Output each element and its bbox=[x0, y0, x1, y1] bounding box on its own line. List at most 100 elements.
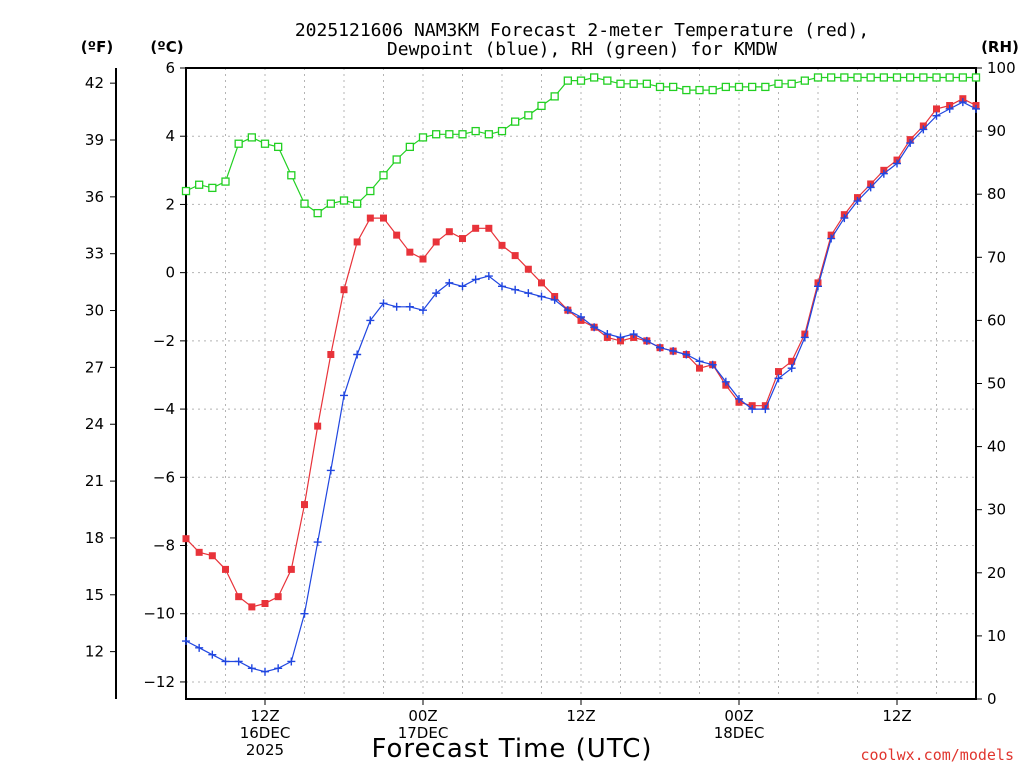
data-point bbox=[695, 357, 704, 366]
data-point bbox=[234, 657, 243, 666]
data-point bbox=[182, 637, 190, 646]
data-point bbox=[537, 101, 546, 111]
fahrenheit-tick-label: 24 bbox=[85, 415, 104, 433]
data-point bbox=[353, 199, 362, 208]
data-point bbox=[392, 155, 401, 164]
data-point bbox=[260, 139, 270, 148]
data-point bbox=[419, 255, 427, 263]
data-point bbox=[248, 603, 256, 611]
data-point bbox=[840, 73, 849, 82]
data-point bbox=[418, 133, 428, 142]
data-point bbox=[405, 302, 414, 311]
data-point bbox=[774, 374, 783, 383]
data-point bbox=[432, 238, 440, 246]
data-point bbox=[301, 501, 308, 509]
data-point bbox=[655, 82, 665, 92]
x-tick-label: 12Z bbox=[250, 707, 279, 725]
fahrenheit-tick-label: 12 bbox=[85, 643, 104, 661]
data-point bbox=[524, 289, 533, 298]
data-point bbox=[590, 323, 599, 332]
rh-tick-label: 20 bbox=[987, 564, 1006, 582]
data-point bbox=[971, 73, 981, 82]
data-point bbox=[616, 79, 625, 88]
fahrenheit-tick-label: 18 bbox=[85, 529, 104, 547]
data-point bbox=[853, 197, 862, 206]
rh-tick-label: 60 bbox=[987, 311, 1006, 329]
rh-tick-label: 30 bbox=[987, 501, 1006, 519]
data-point bbox=[814, 282, 822, 291]
data-point bbox=[577, 312, 585, 321]
data-point bbox=[616, 333, 625, 342]
data-point bbox=[208, 552, 216, 560]
fahrenheit-tick-label: 42 bbox=[85, 74, 104, 92]
x-tick-label: 12Z bbox=[566, 707, 595, 725]
x-tick-label: 17DEC bbox=[398, 724, 449, 742]
fahrenheit-tick-label: 30 bbox=[85, 302, 104, 320]
data-point bbox=[340, 286, 348, 294]
data-point bbox=[366, 316, 375, 325]
data-point bbox=[340, 391, 348, 400]
chart-title-line1: 2025121606 NAM3KM Forecast 2-meter Tempe… bbox=[295, 20, 869, 41]
data-point bbox=[511, 252, 519, 260]
series-square-open bbox=[181, 73, 981, 218]
data-point bbox=[274, 593, 282, 601]
data-point bbox=[932, 73, 941, 82]
data-point bbox=[537, 292, 546, 301]
x-tick-label: 12Z bbox=[882, 707, 911, 725]
data-point bbox=[511, 285, 520, 294]
x-tick-label: 16DEC bbox=[240, 724, 291, 742]
data-point bbox=[563, 76, 572, 85]
x-tick-label: 00Z bbox=[408, 707, 437, 725]
data-point bbox=[379, 171, 388, 180]
data-point bbox=[445, 278, 454, 287]
fahrenheit-tick-label: 33 bbox=[85, 245, 104, 263]
data-point bbox=[195, 548, 203, 556]
data-point bbox=[721, 377, 730, 386]
data-point bbox=[485, 224, 493, 232]
fahrenheit-unit-label: (ºF) bbox=[81, 38, 113, 56]
celsius-tick-label: −2 bbox=[153, 332, 175, 350]
data-point bbox=[497, 126, 507, 136]
rh-tick-label: 40 bbox=[987, 438, 1006, 456]
celsius-tick-label: −4 bbox=[153, 400, 175, 418]
data-point bbox=[708, 85, 717, 95]
celsius-tick-label: −12 bbox=[143, 673, 175, 691]
data-point bbox=[642, 79, 651, 88]
fahrenheit-tick-label: 39 bbox=[85, 131, 104, 149]
data-point bbox=[919, 125, 928, 134]
data-point bbox=[748, 82, 757, 92]
tick-labels: 42393633302724211815126420−2−4−6−8−10−12… bbox=[85, 59, 1016, 759]
data-point bbox=[432, 130, 441, 139]
data-point bbox=[327, 351, 335, 359]
series-line bbox=[185, 76, 976, 214]
data-point bbox=[484, 272, 493, 281]
data-point bbox=[472, 224, 480, 232]
data-point bbox=[182, 535, 190, 543]
celsius-tick-label: 6 bbox=[165, 59, 175, 77]
data-point bbox=[406, 248, 414, 256]
data-point bbox=[603, 76, 612, 85]
data-point bbox=[445, 130, 454, 139]
data-point bbox=[840, 214, 849, 223]
data-point bbox=[287, 171, 296, 180]
data-point bbox=[235, 593, 243, 601]
data-point bbox=[761, 82, 770, 92]
axes bbox=[110, 67, 982, 705]
data-point bbox=[274, 142, 283, 152]
series-layer bbox=[181, 73, 981, 676]
data-point bbox=[222, 565, 229, 573]
data-point bbox=[484, 130, 493, 139]
data-point bbox=[879, 73, 888, 82]
data-point bbox=[853, 73, 862, 82]
data-point bbox=[471, 126, 480, 136]
x-tick-label: 00Z bbox=[724, 707, 753, 725]
data-point bbox=[682, 350, 691, 359]
data-point bbox=[366, 214, 374, 222]
data-point bbox=[313, 208, 322, 218]
data-point bbox=[919, 73, 928, 82]
data-point bbox=[642, 336, 651, 345]
data-point bbox=[813, 73, 823, 82]
data-point bbox=[326, 199, 335, 208]
data-point bbox=[748, 405, 757, 414]
rh-tick-label: 90 bbox=[987, 122, 1006, 140]
